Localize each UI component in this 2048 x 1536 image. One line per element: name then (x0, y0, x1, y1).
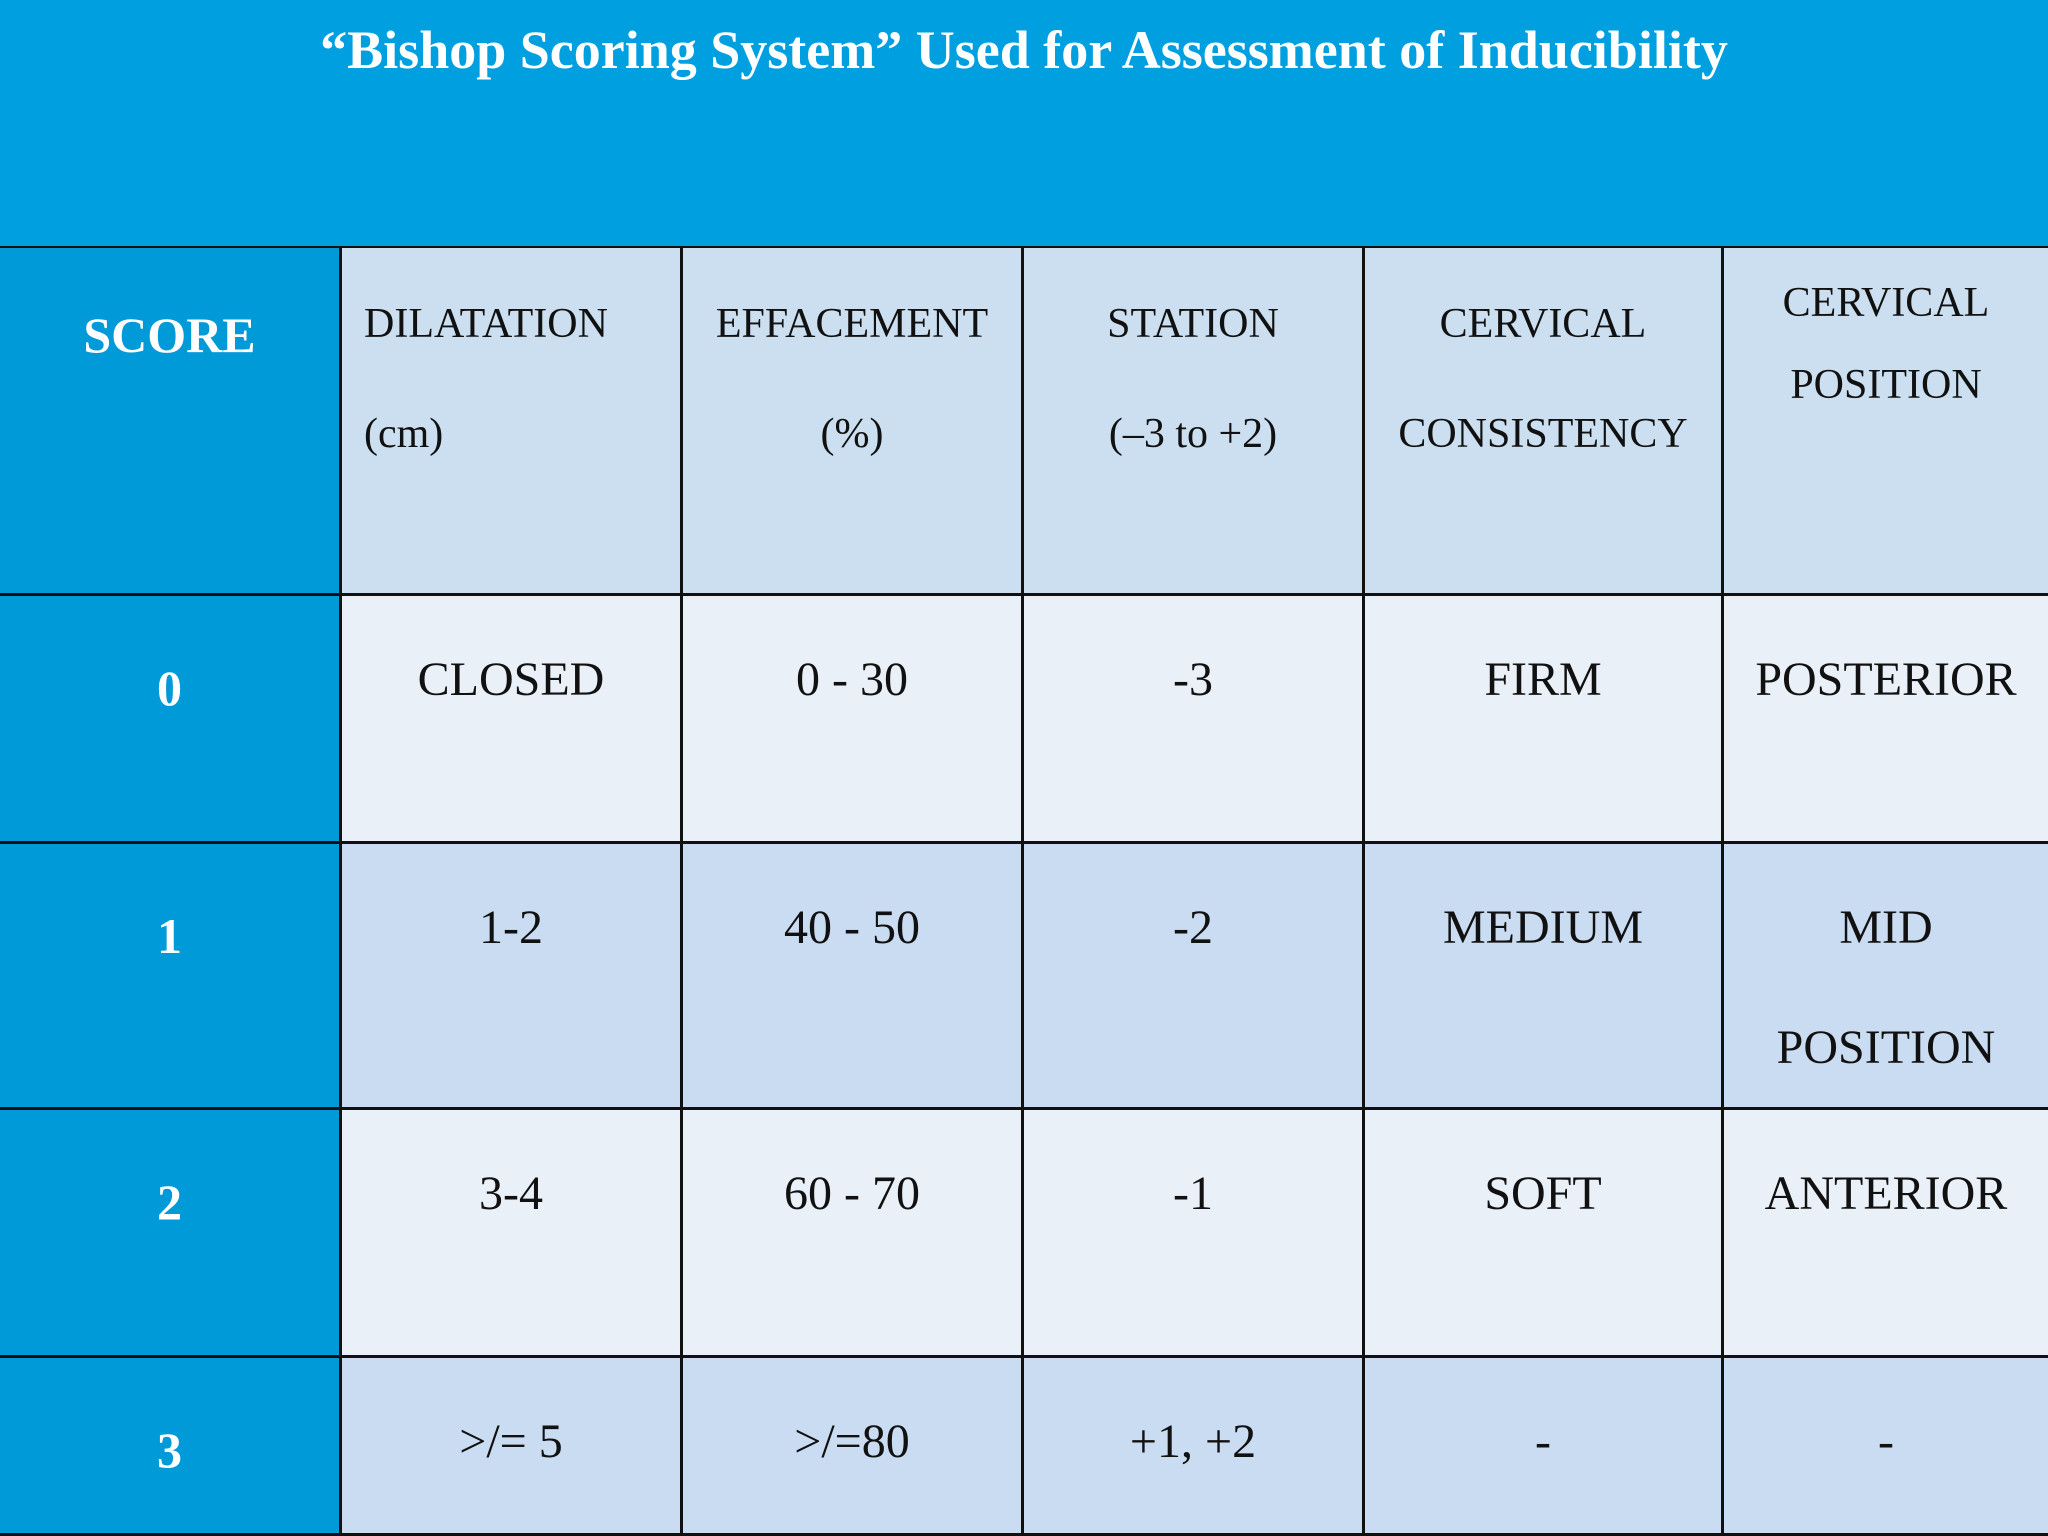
cell-dilatation: 3-4 (342, 1110, 683, 1358)
cell-consistency: FIRM (1365, 596, 1724, 844)
cell-dilatation-value: CLOSED (417, 653, 605, 706)
cell-position-line: - (1878, 1415, 1894, 1468)
score-cell: 2 (0, 1110, 342, 1358)
cell-dilatation: >/= 5 (342, 1358, 683, 1536)
cell-position-line: MID (1839, 901, 1933, 954)
cell-station: +1, +2 (1024, 1358, 1365, 1536)
score-value: 3 (157, 1422, 182, 1478)
cell-consistency: SOFT (1365, 1110, 1724, 1358)
cell-effacement: 0 - 30 (683, 596, 1024, 844)
header-station-line: STATION (1107, 301, 1279, 347)
cell-effacement: >/=80 (683, 1358, 1024, 1536)
cell-dilatation: 1-2 (342, 844, 683, 1110)
cell-consistency: MEDIUM (1365, 844, 1724, 1110)
cell-station: -3 (1024, 596, 1365, 844)
score-value: 2 (157, 1174, 182, 1230)
cell-consistency: - (1365, 1358, 1724, 1536)
header-effacement-line: EFFACEMENT (715, 301, 989, 347)
header-score-label: SCORE (83, 307, 256, 363)
cell-consistency-value: MEDIUM (1443, 901, 1643, 954)
header-station-line: (–3 to +2) (1108, 411, 1278, 457)
header-consistency-line: CERVICAL (1439, 301, 1647, 347)
header-consistency: CERVICAL CONSISTENCY (1365, 248, 1724, 596)
header-effacement-line: (%) (820, 411, 884, 457)
cell-position: ANTERIOR (1724, 1110, 2048, 1358)
score-value: 0 (157, 660, 182, 716)
header-score: SCORE (0, 248, 342, 596)
divider (0, 246, 2048, 249)
cell-station-value: -2 (1173, 901, 1213, 954)
header-position-line: CERVICAL (1782, 280, 1990, 326)
cell-dilatation-value: >/= 5 (459, 1415, 563, 1468)
page-title: “Bishop Scoring System” Used for Assessm… (0, 0, 2048, 248)
header-dilatation-line: DILATATION (364, 301, 608, 347)
cell-position: MID POSITION (1724, 844, 2048, 1110)
title-text: “Bishop Scoring System” Used for Assessm… (320, 20, 1728, 80)
score-cell: 0 (0, 596, 342, 844)
cell-consistency-value: SOFT (1484, 1167, 1602, 1220)
cell-effacement: 40 - 50 (683, 844, 1024, 1110)
cell-position-line: POSITION (1776, 1021, 1996, 1074)
cell-consistency-value: - (1535, 1415, 1551, 1468)
cell-position-line: ANTERIOR (1764, 1167, 2008, 1220)
cell-position: - (1724, 1358, 2048, 1536)
header-dilatation-line: (cm) (364, 411, 444, 457)
header-dilatation: DILATATION (cm) (342, 248, 683, 596)
cell-effacement-value: >/=80 (794, 1415, 910, 1468)
score-value: 1 (157, 908, 182, 964)
cell-dilatation-value: 1-2 (479, 901, 543, 954)
cell-station: -1 (1024, 1110, 1365, 1358)
cell-effacement: 60 - 70 (683, 1110, 1024, 1358)
header-station: STATION (–3 to +2) (1024, 248, 1365, 596)
cell-effacement-value: 0 - 30 (796, 653, 908, 706)
cell-effacement-value: 60 - 70 (784, 1167, 920, 1220)
cell-consistency-value: FIRM (1484, 653, 1602, 706)
cell-station-value: -1 (1173, 1167, 1213, 1220)
header-effacement: EFFACEMENT (%) (683, 248, 1024, 596)
header-consistency-line: CONSISTENCY (1398, 411, 1688, 457)
cell-dilatation: CLOSED (342, 596, 683, 844)
header-position: CERVICAL POSITION (1724, 248, 2048, 596)
cell-station-value: -3 (1173, 653, 1213, 706)
score-cell: 1 (0, 844, 342, 1110)
cell-position-line: POSTERIOR (1755, 653, 2017, 706)
cell-station-value: +1, +2 (1129, 1415, 1257, 1468)
cell-effacement-value: 40 - 50 (784, 901, 920, 954)
header-position-line: POSITION (1790, 362, 1982, 408)
cell-dilatation-value: 3-4 (479, 1167, 543, 1220)
score-cell: 3 (0, 1358, 342, 1536)
cell-position: POSTERIOR (1724, 596, 2048, 844)
cell-station: -2 (1024, 844, 1365, 1110)
